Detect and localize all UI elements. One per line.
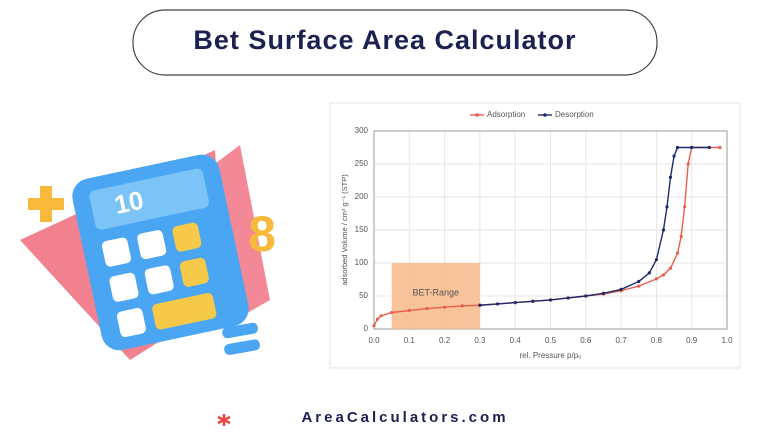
key xyxy=(172,222,202,252)
data-point xyxy=(379,314,383,318)
chart-panel xyxy=(329,102,741,369)
x-tick-label: 0.1 xyxy=(404,336,416,345)
x-tick-label: 0.2 xyxy=(439,336,451,345)
data-point xyxy=(548,298,553,302)
key xyxy=(101,237,131,267)
data-point xyxy=(478,303,482,307)
data-point xyxy=(372,324,376,328)
title-pill xyxy=(132,9,658,76)
y-tick-label: 0 xyxy=(364,324,369,333)
data-point xyxy=(672,154,676,158)
data-point xyxy=(619,287,623,291)
bet-range-box xyxy=(391,263,480,329)
data-point xyxy=(637,279,641,284)
legend-marker xyxy=(475,113,479,117)
calculator-illustration: 10 8 xyxy=(20,145,276,360)
data-point xyxy=(661,228,666,232)
x-axis-label: rel. Pressure p/p₀ xyxy=(519,351,581,360)
x-tick-label: 1.0 xyxy=(721,336,733,345)
x-tick-label: 0.8 xyxy=(651,336,663,345)
legend-label: Adsorption xyxy=(487,110,525,119)
y-tick-label: 200 xyxy=(355,192,369,201)
x-tick-label: 0.6 xyxy=(580,336,592,345)
data-point xyxy=(460,304,464,308)
bet-range-label: BET-Range xyxy=(413,287,460,297)
key xyxy=(137,230,167,260)
key xyxy=(152,293,217,330)
data-point xyxy=(668,266,673,270)
x-tick-label: 0.7 xyxy=(616,336,628,345)
data-point xyxy=(718,145,722,150)
plot-frame xyxy=(373,130,728,330)
y-tick-label: 300 xyxy=(355,126,369,135)
key xyxy=(144,265,174,295)
data-point xyxy=(675,145,680,150)
data-point xyxy=(707,145,711,150)
data-point xyxy=(665,205,669,209)
y-tick-label: 50 xyxy=(359,291,368,300)
display-number: 10 xyxy=(112,185,147,220)
data-point xyxy=(425,306,429,311)
y-axis-label: adsorbed Volume / cm³ g⁻¹ (STP) xyxy=(340,174,349,286)
data-point xyxy=(690,145,694,150)
legend-marker xyxy=(543,113,547,117)
data-point xyxy=(495,302,500,306)
site-name: AreaCalculators.com xyxy=(301,409,508,426)
data-point xyxy=(375,317,380,321)
x-tick-label: 0.9 xyxy=(686,336,698,345)
x-tick-label: 0.0 xyxy=(368,336,380,345)
data-point xyxy=(390,310,394,315)
y-tick-label: 250 xyxy=(355,159,369,168)
data-point xyxy=(601,291,606,295)
key xyxy=(116,308,146,338)
key xyxy=(109,272,139,302)
data-point xyxy=(584,294,588,298)
data-point xyxy=(661,273,666,277)
data-point xyxy=(683,205,687,209)
data-point xyxy=(675,251,680,255)
chart: 0 50 100 150 200 250 300 0.0 0.1 0.2 0.3 0.4 0.5 0.6 0… xyxy=(340,110,733,360)
data-point xyxy=(654,258,659,262)
equals-icon xyxy=(222,322,258,339)
legend-label: Desorption xyxy=(555,110,594,119)
data-point xyxy=(566,296,570,300)
page-title: Bet Surface Area Calculator xyxy=(193,25,576,55)
calculator-display xyxy=(89,168,209,230)
x-tick-label: 0.4 xyxy=(510,336,522,345)
data-point xyxy=(637,284,641,288)
data-point xyxy=(668,175,673,179)
equals-icon xyxy=(224,339,260,355)
data-point xyxy=(686,162,690,166)
data-point xyxy=(531,299,535,303)
data-point xyxy=(443,305,447,309)
x-tick-label: 0.5 xyxy=(545,336,557,345)
y-tick-label: 100 xyxy=(355,258,369,267)
plus-icon xyxy=(28,186,64,222)
key xyxy=(179,257,209,287)
data-point xyxy=(647,271,651,275)
y-tick-label: 150 xyxy=(355,225,369,234)
digit-icon: 8 xyxy=(248,206,276,262)
bullet-icon xyxy=(217,414,231,426)
x-tick-label: 0.3 xyxy=(474,336,486,345)
data-point xyxy=(679,235,683,239)
data-point xyxy=(654,277,659,281)
data-point xyxy=(513,301,517,305)
data-point xyxy=(407,308,411,313)
